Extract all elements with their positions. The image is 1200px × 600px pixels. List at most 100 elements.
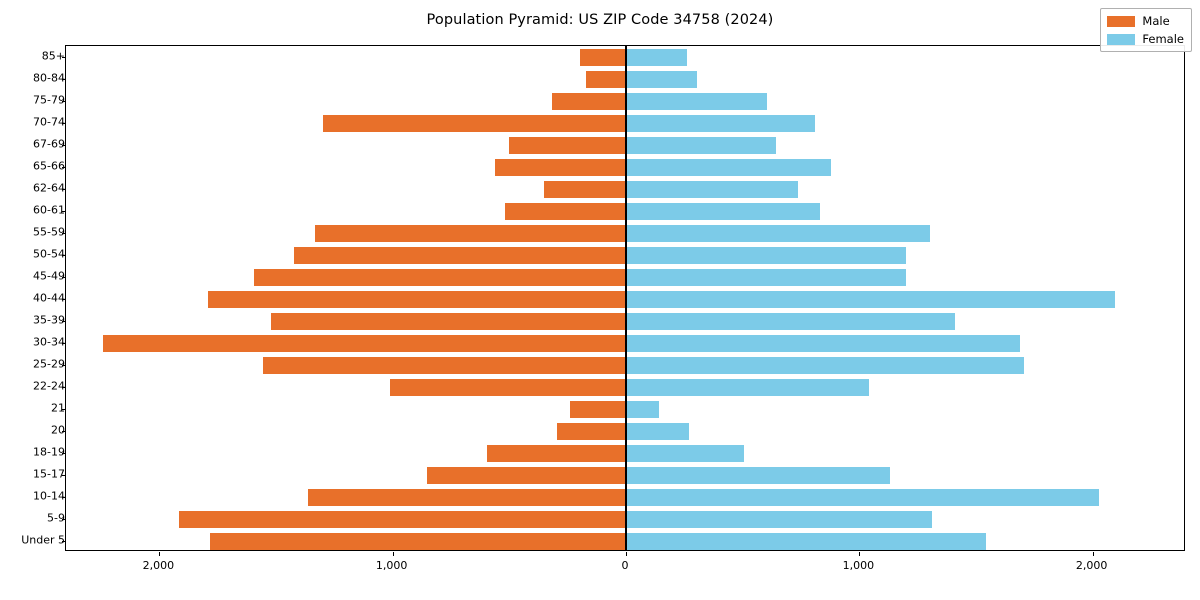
- y-tick: [62, 365, 66, 366]
- y-axis-tick-label: 25-29: [33, 357, 65, 371]
- bar-female-30-34: [626, 334, 1020, 352]
- legend-label-male: Male: [1142, 14, 1170, 28]
- y-axis-tick-label: 80-84: [33, 71, 65, 85]
- y-tick: [62, 453, 66, 454]
- x-tick: [626, 552, 627, 556]
- y-axis-tick-label: 10-14: [33, 489, 65, 503]
- y-axis-tick-label: 40-44: [33, 291, 65, 305]
- x-axis-tick-label: 1,000: [842, 559, 875, 572]
- bar-male-67-69: [509, 136, 626, 154]
- y-tick: [62, 519, 66, 520]
- bar-female-15-17: [626, 466, 891, 484]
- y-tick: [62, 57, 66, 58]
- y-axis-tick-label: 21: [51, 401, 65, 415]
- bar-male-21: [570, 400, 626, 418]
- bar-female-25-29: [626, 356, 1024, 374]
- y-tick: [62, 189, 66, 190]
- bar-female-10-14: [626, 488, 1099, 506]
- bar-male-10-14: [307, 488, 626, 506]
- bar-female-85+: [626, 48, 687, 66]
- y-tick: [62, 343, 66, 344]
- y-tick: [62, 255, 66, 256]
- bar-female-70-74: [626, 114, 815, 132]
- y-axis-tick-label: 85+: [41, 49, 65, 63]
- bar-male-35-39: [271, 312, 626, 330]
- page-title: Population Pyramid: US ZIP Code 34758 (2…: [426, 12, 774, 28]
- bar-male-45-49: [254, 268, 626, 286]
- bar-male-20: [557, 422, 626, 440]
- bar-female-20: [626, 422, 689, 440]
- bar-male-18-19: [487, 444, 626, 462]
- bar-male-22-24: [389, 378, 626, 396]
- bar-male-65-66: [495, 158, 626, 176]
- legend-item-female: Female: [1107, 32, 1184, 46]
- x-tick: [159, 552, 161, 556]
- legend-label-female: Female: [1142, 32, 1184, 46]
- y-tick: [62, 299, 66, 300]
- y-tick: [62, 387, 66, 388]
- bar-female-5-9: [626, 510, 933, 528]
- bar-male-60-61: [504, 202, 626, 220]
- x-axis-tick-label: 2,000: [142, 559, 175, 572]
- legend-item-male: Male: [1107, 14, 1184, 28]
- y-axis-tick-label: 75-79: [33, 93, 65, 107]
- bar-male-75-79: [552, 92, 626, 110]
- bar-male-5-9: [179, 510, 626, 528]
- bar-female-80-84: [626, 70, 697, 88]
- y-axis-tick-label: 22-24: [33, 379, 65, 393]
- y-tick: [62, 101, 66, 102]
- bar-male-40-44: [208, 290, 626, 308]
- y-axis-tick-label: 18-19: [33, 445, 65, 459]
- bar-male-55-59: [314, 224, 626, 242]
- y-axis-tick-label: 20: [51, 423, 65, 437]
- y-tick: [62, 321, 66, 322]
- x-tick: [1092, 552, 1094, 556]
- y-axis-tick-label: 35-39: [33, 313, 65, 327]
- bar-female-45-49: [626, 268, 906, 286]
- y-axis-tick-label: 70-74: [33, 115, 65, 129]
- x-axis-tick-label: 1,000: [375, 559, 408, 572]
- y-tick: [62, 431, 66, 432]
- bar-female-40-44: [626, 290, 1115, 308]
- y-axis-tick-label: 15-17: [33, 467, 65, 481]
- y-tick: [62, 167, 66, 168]
- legend: Male Female: [1100, 8, 1192, 52]
- y-axis-tick-label: 45-49: [33, 269, 65, 283]
- bar-male-80-84: [586, 70, 626, 88]
- y-tick: [62, 409, 66, 410]
- bar-female-21: [626, 400, 659, 418]
- y-tick: [62, 211, 66, 212]
- bar-female-Under 5: [626, 532, 987, 550]
- x-tick: [392, 552, 394, 556]
- bar-male-Under 5: [209, 532, 626, 550]
- y-axis-tick-label: 65-66: [33, 159, 65, 173]
- bars-layer: [66, 46, 1184, 550]
- y-tick: [62, 541, 66, 542]
- y-tick: [62, 497, 66, 498]
- bar-female-62-64: [626, 180, 798, 198]
- plot-area: [62, 45, 1185, 556]
- bar-male-25-29: [262, 356, 626, 374]
- y-axis-tick-label: 30-34: [33, 335, 65, 349]
- legend-swatch-female: [1107, 33, 1136, 45]
- x-tick: [859, 552, 861, 556]
- y-tick: [62, 233, 66, 234]
- x-axis-tick-label: 2,000: [1075, 559, 1108, 572]
- y-tick: [62, 475, 66, 476]
- y-tick: [62, 79, 66, 80]
- bar-male-85+: [580, 48, 626, 66]
- y-axis-tick-label: 67-69: [33, 137, 65, 151]
- zero-axis-line: [625, 46, 627, 550]
- bar-male-50-54: [293, 246, 626, 264]
- bar-female-65-66: [626, 158, 832, 176]
- x-axis-tick-label: 0: [621, 559, 629, 572]
- y-axis-tick-label: 60-61: [33, 203, 65, 217]
- bar-male-30-34: [102, 334, 626, 352]
- bar-female-75-79: [626, 92, 768, 110]
- y-axis-tick-label: 50-54: [33, 247, 65, 261]
- y-tick: [62, 145, 66, 146]
- y-tick: [62, 123, 66, 124]
- bar-male-70-74: [322, 114, 626, 132]
- bar-female-60-61: [626, 202, 821, 220]
